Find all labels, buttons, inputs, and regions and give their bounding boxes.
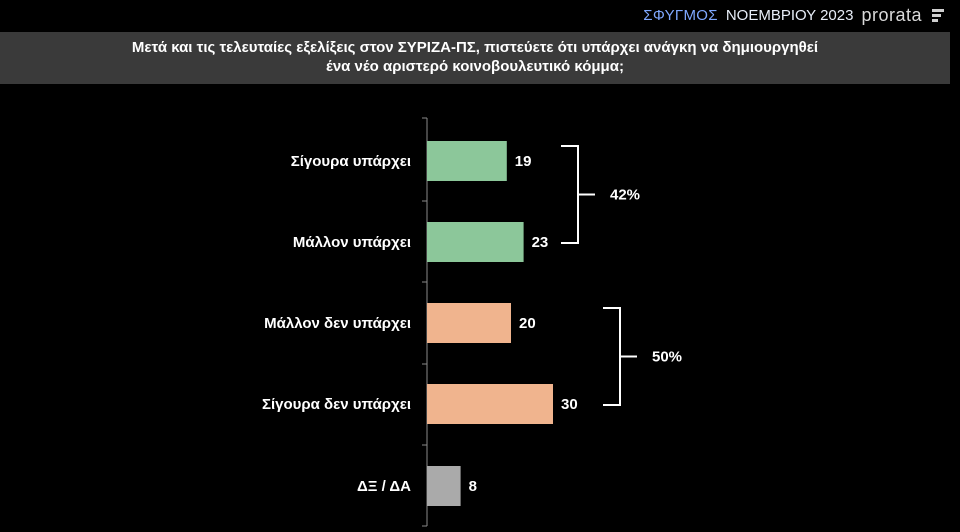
category-label: Σίγουρα υπάρχει: [291, 153, 411, 170]
brand: ΣΦΥΓΜΟΣ ΝΟΕΜΒΡΙΟΥ 2023 prorata: [643, 4, 944, 26]
logo-bars-icon: [932, 8, 944, 22]
brand-prefix: ΣΦΥΓΜΟΣ: [643, 6, 718, 24]
group-bracket: [561, 145, 595, 244]
bar: [427, 141, 507, 181]
title-band: [0, 32, 950, 84]
chart-title-line-2: ένα νέο αριστερό κοινοβουλευτικό κόμμα;: [326, 58, 624, 75]
category-label: ΔΞ / ΔΑ: [357, 478, 411, 495]
prorata-logo: prorata: [861, 4, 922, 25]
group-total-label: 50%: [652, 349, 682, 366]
value-label: 19: [515, 153, 532, 170]
value-label: 20: [519, 315, 536, 332]
group-total-label: 42%: [610, 187, 640, 204]
group-bracket: [603, 307, 637, 406]
value-label: 8: [469, 478, 477, 495]
bar: [427, 384, 553, 424]
value-label: 30: [561, 396, 578, 413]
chart-title: Μετά και τις τελευταίες εξελίξεις στον Σ…: [0, 38, 950, 76]
bar: [427, 466, 461, 506]
value-label: 23: [532, 234, 549, 251]
bar: [427, 222, 524, 262]
chart-title-line-1: Μετά και τις τελευταίες εξελίξεις στον Σ…: [131, 39, 819, 56]
category-label: Σίγουρα δεν υπάρχει: [262, 396, 411, 413]
category-label: Μάλλον υπάρχει: [293, 234, 411, 251]
header-strip: ΣΦΥΓΜΟΣ ΝΟΕΜΒΡΙΟΥ 2023 prorata: [0, 0, 960, 30]
brand-suffix: ΝΟΕΜΒΡΙΟΥ 2023: [725, 6, 854, 24]
bar: [427, 303, 511, 343]
category-label: Μάλλον δεν υπάρχει: [264, 315, 411, 332]
